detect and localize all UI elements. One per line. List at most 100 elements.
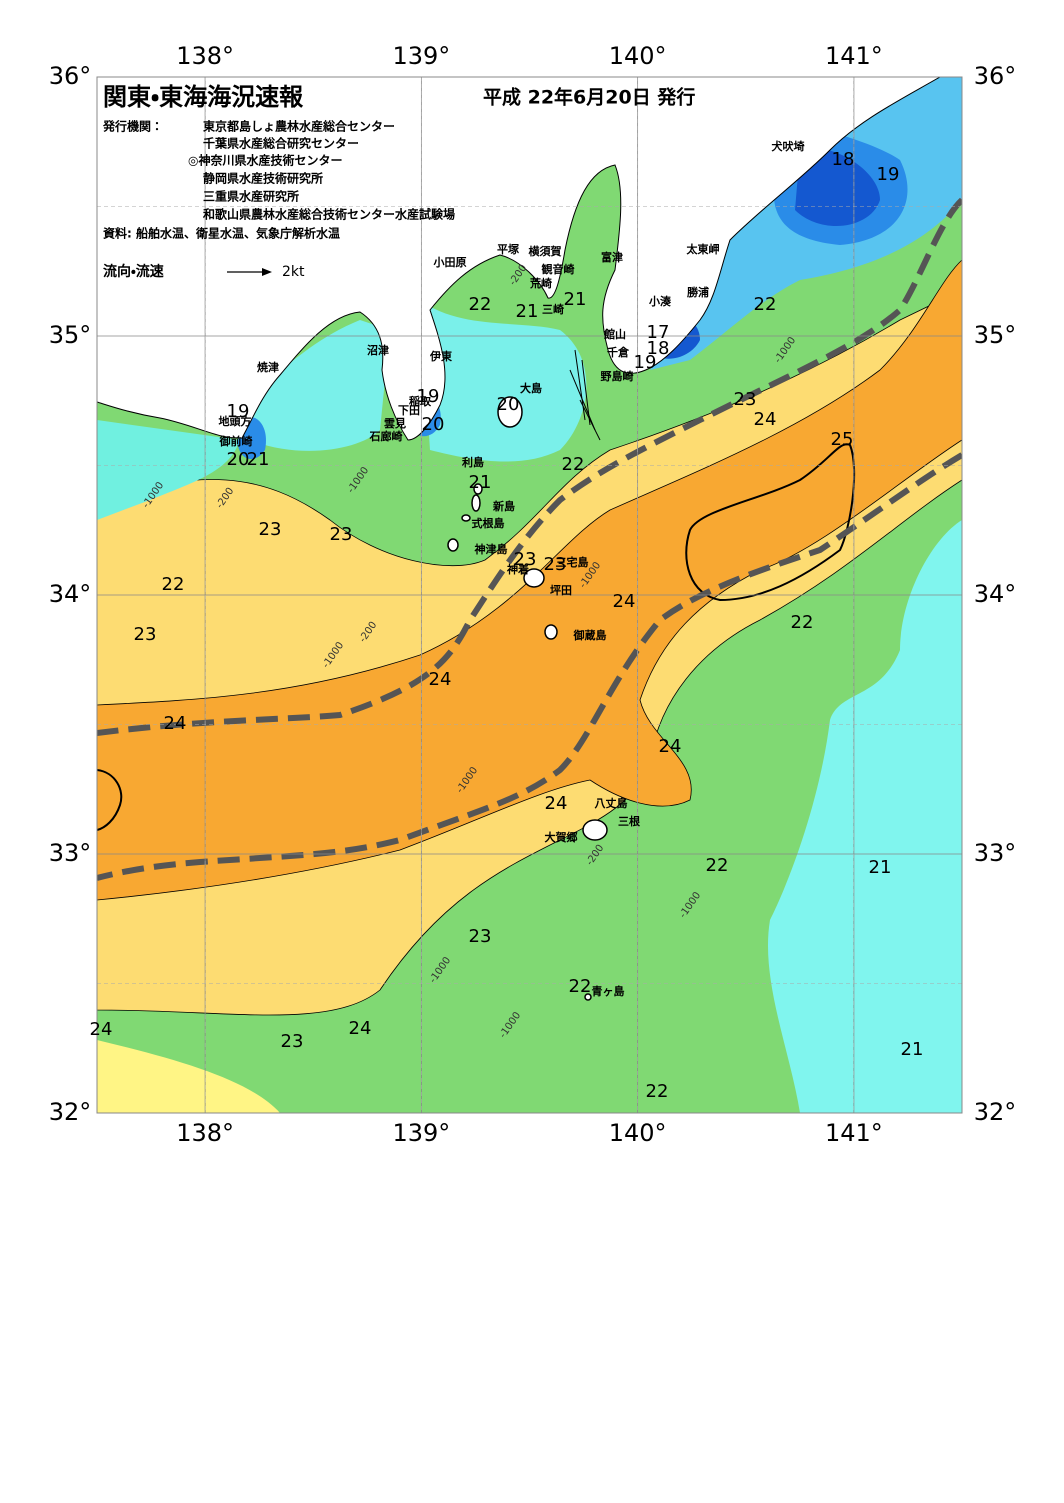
place-name: 観音崎 (542, 262, 575, 276)
contour-label: 19 (634, 352, 657, 373)
contour-label: 25 (831, 429, 854, 450)
sea-21-west (97, 420, 240, 520)
contour-label: 24 (164, 713, 187, 734)
longitude-label-bottom: 140° (609, 1119, 667, 1147)
place-name: 青ヶ島 (592, 984, 625, 998)
contour-label: 20 (422, 414, 445, 435)
latitude-label-left: 32° (49, 1098, 92, 1126)
legend-arrow-head (262, 268, 272, 276)
latitude-label-right: 35° (974, 321, 1017, 349)
place-name: 犬吠埼 (772, 139, 805, 153)
place-name: 稲取 (409, 394, 432, 408)
kuroshio-south (97, 452, 962, 881)
place-name: 三根 (618, 814, 641, 828)
data-sources: 資料: 船舶水温、衛星水温、気象庁解析水温 (103, 226, 340, 241)
legend-label: 流向・流速 (103, 263, 164, 280)
longitude-label-bottom: 139° (392, 1119, 450, 1147)
sea-temperature-map (97, 77, 962, 1113)
place-name: 小湊 (648, 294, 672, 308)
island (523, 568, 545, 588)
contour-label: 24 (613, 591, 636, 612)
longitude-label-top: 138° (176, 42, 234, 70)
longitude-label-top: 140° (609, 42, 667, 70)
contour-label: 23 (514, 549, 537, 570)
place-name: 館山 (603, 327, 626, 341)
issuer: 千葉県水産総合研究センター (203, 136, 359, 151)
island (584, 993, 592, 1001)
island (461, 514, 471, 522)
contour-label: 22 (706, 855, 729, 876)
contour-label: 19 (877, 164, 900, 185)
contour-25 (97, 769, 123, 831)
place-name: 平塚 (497, 242, 520, 256)
contour-label: 24 (429, 669, 452, 690)
issuer: 和歌山県農林水産総合技術センター水産試験場 (202, 207, 455, 222)
contour-25 (685, 443, 856, 602)
place-name: 大島 (520, 381, 542, 395)
contour-label: 23 (734, 389, 757, 410)
sea-23-light (97, 1040, 280, 1113)
latitude-label-left: 35° (49, 321, 92, 349)
graticule (97, 77, 962, 1113)
contour-label: 23 (281, 1031, 304, 1052)
place-name: 八丈島 (595, 796, 628, 810)
place-name: 坪田 (550, 584, 572, 597)
contour-label: 18 (647, 338, 670, 359)
contour-label: 23 (259, 519, 282, 540)
contour-label: 22 (469, 294, 492, 315)
land (97, 77, 942, 441)
contour-label: 24 (90, 1019, 113, 1040)
place-name: 沼津 (367, 343, 389, 357)
place-name: 利島 (462, 455, 484, 469)
flow-arrow (579, 399, 601, 441)
place-name: 三崎 (542, 302, 564, 316)
sea-21-sagami (420, 300, 587, 462)
place-name: 地頭方 (219, 414, 252, 428)
latitude-label-left: 34° (49, 580, 92, 608)
place-name: 伊東 (429, 349, 453, 363)
island (582, 819, 608, 841)
contour-label: 21 (469, 472, 492, 493)
contour-label: 24 (349, 1018, 372, 1039)
issue-date: 平成 22年6月20日 発行 (483, 86, 695, 109)
contour-label: 22 (754, 294, 777, 315)
contour-label: 20 (497, 394, 520, 415)
issuer: 静岡県水産技術研究所 (203, 171, 323, 186)
latitude-label-right: 33° (974, 839, 1017, 867)
contour-label: 21 (247, 449, 270, 470)
place-name: 石廊崎 (369, 429, 403, 443)
place-name: 大賀郷 (545, 830, 578, 844)
latitude-label-left: 36° (49, 62, 92, 90)
contour-label: 22 (562, 454, 585, 475)
longitude-label-bottom: 138° (176, 1119, 234, 1147)
contour-label: 22 (569, 976, 592, 997)
place-name: 御蔵島 (573, 628, 607, 642)
latitude-label-left: 33° (49, 839, 92, 867)
longitude-label-top: 139° (392, 42, 450, 70)
contour-label: 21 (516, 301, 539, 322)
issuer: 三重県水産研究所 (203, 189, 299, 204)
sea-21 (767, 520, 962, 1113)
contour-label: 23 (134, 624, 157, 645)
contour-label: 24 (659, 736, 682, 757)
flow-arrow (569, 369, 596, 431)
contour-label: 18 (832, 149, 855, 170)
issuer: 東京都島しょ農林水産総合センター (203, 119, 395, 134)
place-name: 下田 (398, 404, 420, 417)
contour-label: 17 (647, 322, 670, 343)
island (473, 483, 483, 495)
sea-24 (97, 259, 962, 901)
contour-label: 21 (901, 1039, 924, 1060)
issuer: ◎神奈川県水産技術センター (188, 153, 342, 168)
place-name: 勝浦 (687, 285, 709, 299)
kuroshio-north (97, 197, 962, 736)
place-name: 新島 (492, 499, 515, 513)
place-name: 横須賀 (529, 244, 562, 258)
longitude-label-bottom: 141° (825, 1119, 883, 1147)
place-name: 焼津 (257, 360, 279, 374)
contour-label: 23 (544, 554, 567, 575)
flow-arrows (569, 349, 601, 441)
contour-label: 22 (791, 612, 814, 633)
